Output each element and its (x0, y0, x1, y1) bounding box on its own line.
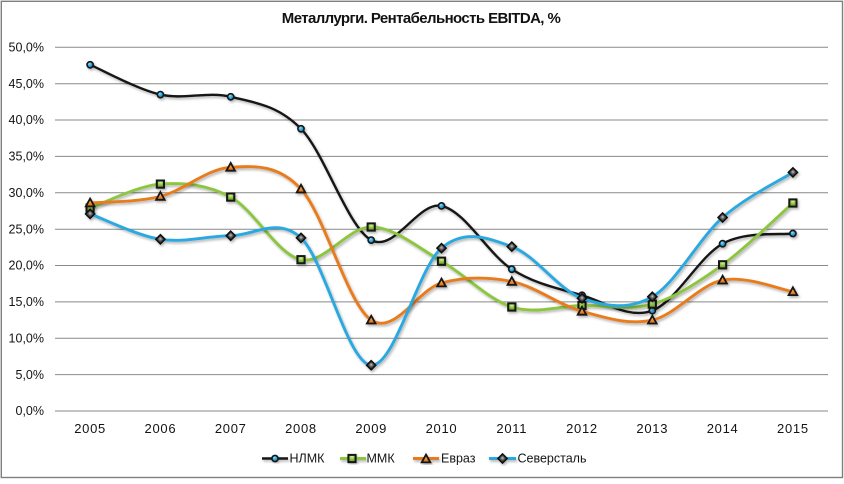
svg-text:2005: 2005 (74, 421, 106, 436)
svg-text:10,0%: 10,0% (9, 332, 44, 346)
svg-text:5,0%: 5,0% (16, 368, 45, 382)
svg-text:25,0%: 25,0% (9, 222, 44, 236)
svg-text:40,0%: 40,0% (9, 113, 44, 127)
svg-text:Металлурги. Рентабельность EBI: Металлурги. Рентабельность EBITDA, % (282, 10, 561, 27)
svg-text:0,0%: 0,0% (16, 404, 45, 418)
svg-text:2015: 2015 (777, 421, 809, 436)
svg-text:Евраз: Евраз (441, 452, 476, 466)
svg-text:30,0%: 30,0% (9, 186, 44, 200)
svg-text:НЛМК: НЛМК (290, 452, 326, 466)
svg-text:20,0%: 20,0% (9, 259, 44, 273)
svg-text:2006: 2006 (145, 421, 177, 436)
svg-text:Северсталь: Северсталь (518, 452, 587, 466)
svg-text:45,0%: 45,0% (9, 77, 44, 91)
svg-text:2013: 2013 (636, 421, 668, 436)
svg-text:2014: 2014 (707, 421, 739, 436)
svg-text:ММК: ММК (367, 452, 396, 466)
svg-text:2011: 2011 (496, 421, 527, 436)
svg-text:15,0%: 15,0% (9, 295, 44, 309)
svg-text:50,0%: 50,0% (9, 41, 44, 55)
svg-text:2012: 2012 (566, 421, 598, 436)
svg-text:2007: 2007 (215, 421, 247, 436)
svg-text:2010: 2010 (426, 421, 458, 436)
svg-text:2009: 2009 (355, 421, 387, 436)
svg-text:2008: 2008 (285, 421, 317, 436)
svg-text:35,0%: 35,0% (9, 150, 44, 164)
